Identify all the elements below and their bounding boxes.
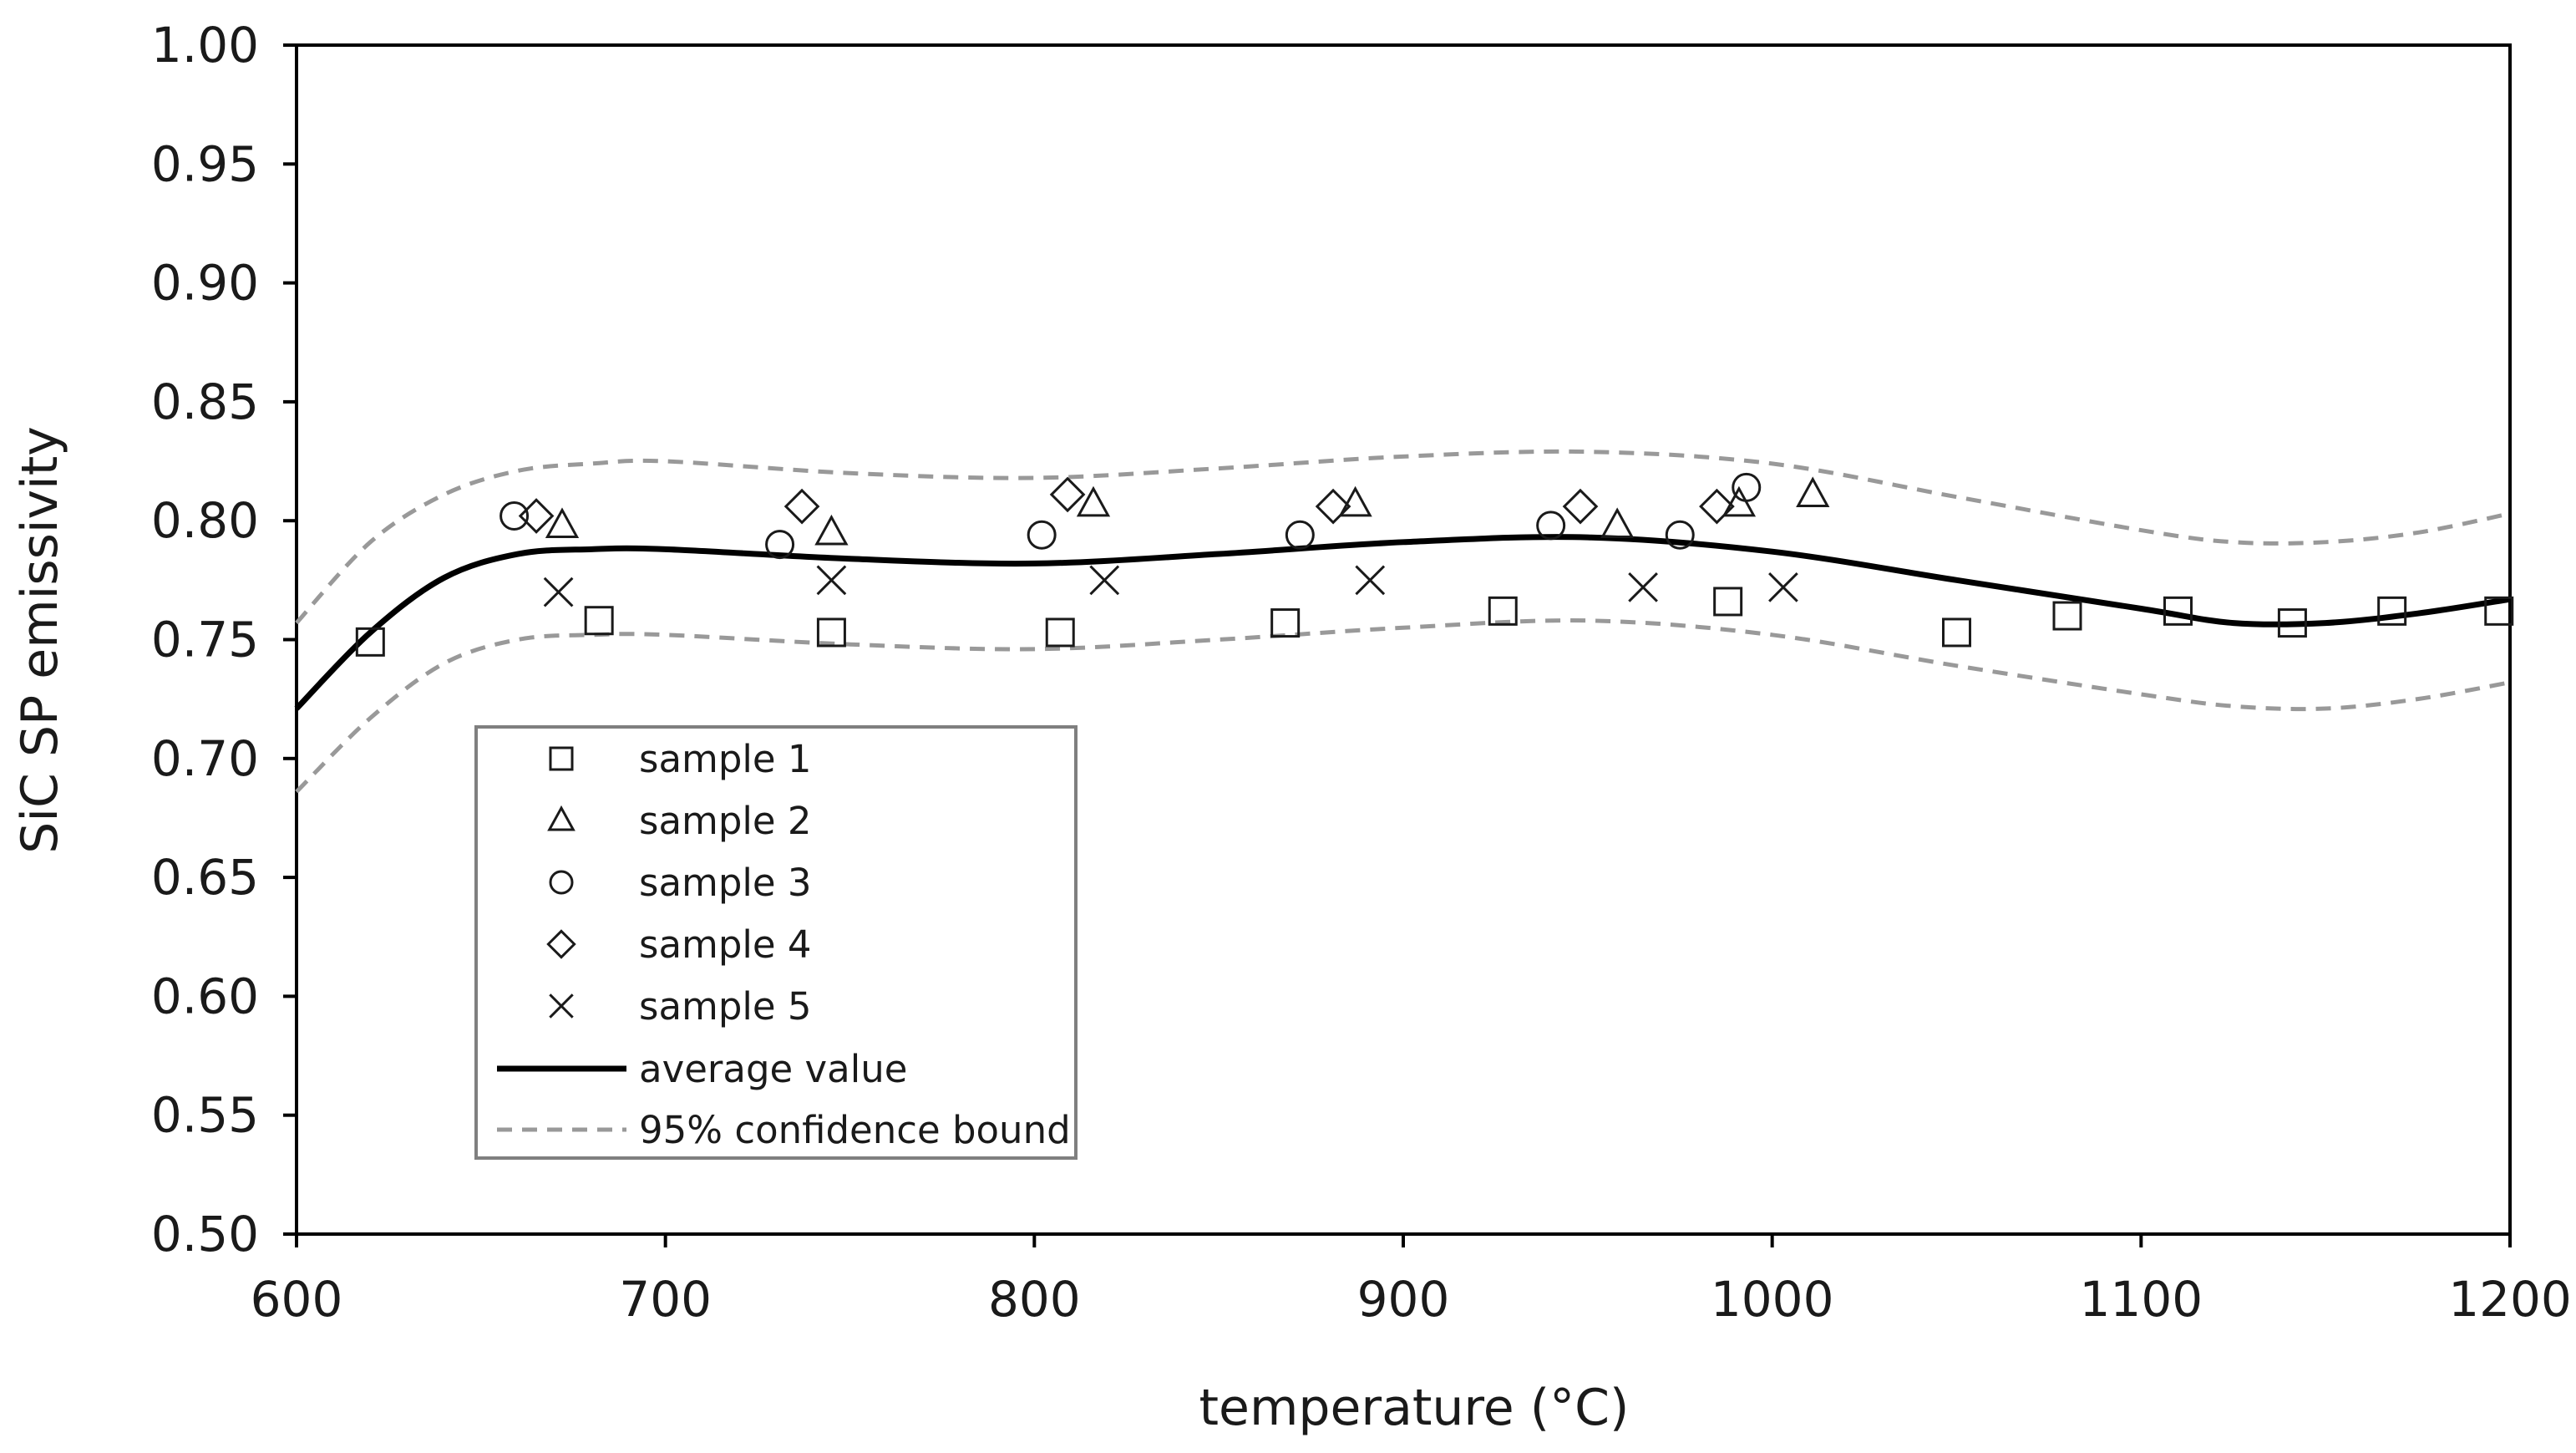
- sample-1-point: [355, 627, 385, 657]
- x-tick-label: 700: [619, 1271, 712, 1328]
- sample-1-point: [2377, 596, 2407, 626]
- x-tick-label: 1100: [2080, 1271, 2203, 1328]
- x-tick-label: 600: [251, 1271, 343, 1328]
- sample-4-point: [1049, 476, 1086, 513]
- sample-3-point: [1732, 472, 1762, 502]
- legend-label: 95% confidence bound: [639, 1108, 1071, 1152]
- sample-5-point: [1628, 572, 1658, 602]
- legend-box: [474, 725, 1078, 1160]
- sample-1-point: [584, 606, 614, 636]
- data-points: [355, 472, 2514, 657]
- legend-diamond-icon: [546, 929, 576, 959]
- legend-label: average value: [639, 1047, 907, 1091]
- legend-label: sample 3: [639, 861, 812, 905]
- sample-3-point: [1536, 511, 1566, 541]
- sample-1-point: [2052, 601, 2082, 631]
- x-marker-stroke: [1628, 572, 1658, 602]
- legend: sample 1 sample 2 sample 3 sample 4 sample 5…: [474, 725, 1078, 1160]
- sample-3-point: [1665, 520, 1695, 550]
- legend-square-icon: [549, 746, 574, 771]
- legend-label: sample 5: [639, 984, 812, 1029]
- y-axis-title: SiC SP emissivity: [11, 426, 69, 854]
- legend-circle-icon: [549, 870, 574, 895]
- x-tick-label: 900: [1357, 1271, 1450, 1328]
- sample-1-point: [1942, 617, 1971, 648]
- sample-2-point: [1338, 485, 1372, 517]
- average-value-line: [294, 534, 2511, 711]
- sample-2-point: [1796, 476, 1830, 507]
- x-marker-stroke: [543, 577, 574, 607]
- y-axis-ticks: 0.50 0.55 0.60 0.65 0.70 0.75 0.80 0.85 0.90 0.95…: [151, 17, 297, 1262]
- x-marker-stroke: [549, 993, 574, 1019]
- x-tick-label: 800: [988, 1271, 1081, 1328]
- x-marker-stroke: [1089, 565, 1120, 596]
- legend-item: sample 1: [549, 737, 812, 781]
- sample-3-point: [499, 501, 530, 531]
- sample-2-point: [814, 514, 849, 546]
- legend-label: sample 4: [639, 922, 812, 967]
- sample-5-point: [1768, 572, 1798, 602]
- sample-1-point: [1713, 587, 1743, 617]
- x-tick-label: 1000: [1711, 1271, 1834, 1328]
- average-line: [294, 534, 2511, 711]
- y-tick-label: 0.60: [151, 968, 259, 1024]
- x-axis-ticks: 600 700 800 900 1000 1100 1200: [251, 1234, 2572, 1328]
- legend-label: sample 1: [639, 737, 812, 781]
- sample-4-point: [1562, 488, 1599, 525]
- sample-3-point: [765, 530, 795, 560]
- x-marker-stroke: [1768, 572, 1798, 602]
- y-tick-label: 0.75: [151, 612, 259, 668]
- y-tick-label: 0.90: [151, 255, 259, 312]
- sample-2-point: [545, 507, 580, 538]
- x-axis-title: temperature (°C): [1199, 1379, 1630, 1437]
- confidence-bound-lower: [295, 618, 2511, 794]
- legend-item: sample 3: [549, 861, 812, 905]
- y-tick-label: 0.50: [151, 1206, 259, 1262]
- confidence-bound-upper: [295, 449, 2511, 625]
- y-tick-label: 1.00: [151, 17, 259, 74]
- sample-5-point: [1089, 565, 1120, 596]
- x-marker-stroke: [1355, 565, 1386, 596]
- sample-4-point: [783, 488, 820, 525]
- legend-item: sample 2: [547, 799, 812, 843]
- sample-1-point: [2484, 596, 2514, 626]
- x-marker-stroke: [816, 565, 847, 596]
- legend-item: sample 4: [546, 922, 812, 967]
- sample-4-point: [1699, 488, 1735, 525]
- y-tick-label: 0.55: [151, 1087, 259, 1144]
- sample-1-point: [2277, 608, 2307, 638]
- sample-2-point: [1076, 485, 1111, 517]
- sample-1-point: [1270, 608, 1301, 638]
- sample-5-point: [543, 577, 574, 607]
- sample-5-point: [816, 565, 847, 596]
- x-tick-label: 1200: [2448, 1271, 2572, 1328]
- legend-item: 95% confidence bound: [497, 1108, 1071, 1152]
- legend-item: average value: [497, 1047, 907, 1091]
- sample-4-point: [518, 498, 555, 534]
- sample-1-point: [816, 617, 846, 648]
- sample-3-point: [1027, 520, 1057, 550]
- y-tick-label: 0.85: [151, 373, 259, 430]
- y-tick-label: 0.95: [151, 135, 259, 192]
- legend-label: sample 2: [639, 799, 812, 843]
- sample-5-point: [1355, 565, 1386, 596]
- sample-2-point: [1722, 485, 1757, 517]
- sample-1-point: [2163, 596, 2193, 626]
- legend-item: sample 5: [549, 984, 812, 1029]
- sample-4-point: [1315, 488, 1351, 525]
- y-tick-label: 0.80: [151, 492, 259, 549]
- legend-triangle-icon: [547, 805, 576, 831]
- y-tick-label: 0.65: [151, 849, 259, 906]
- sample-1-point: [1488, 596, 1518, 626]
- sample-2-point: [1600, 507, 1635, 538]
- confidence-bounds: [295, 449, 2511, 794]
- sample-1-point: [1045, 617, 1075, 648]
- sample-3-point: [1285, 520, 1315, 550]
- legend-x-icon: [549, 993, 574, 1019]
- y-tick-label: 0.70: [151, 730, 259, 787]
